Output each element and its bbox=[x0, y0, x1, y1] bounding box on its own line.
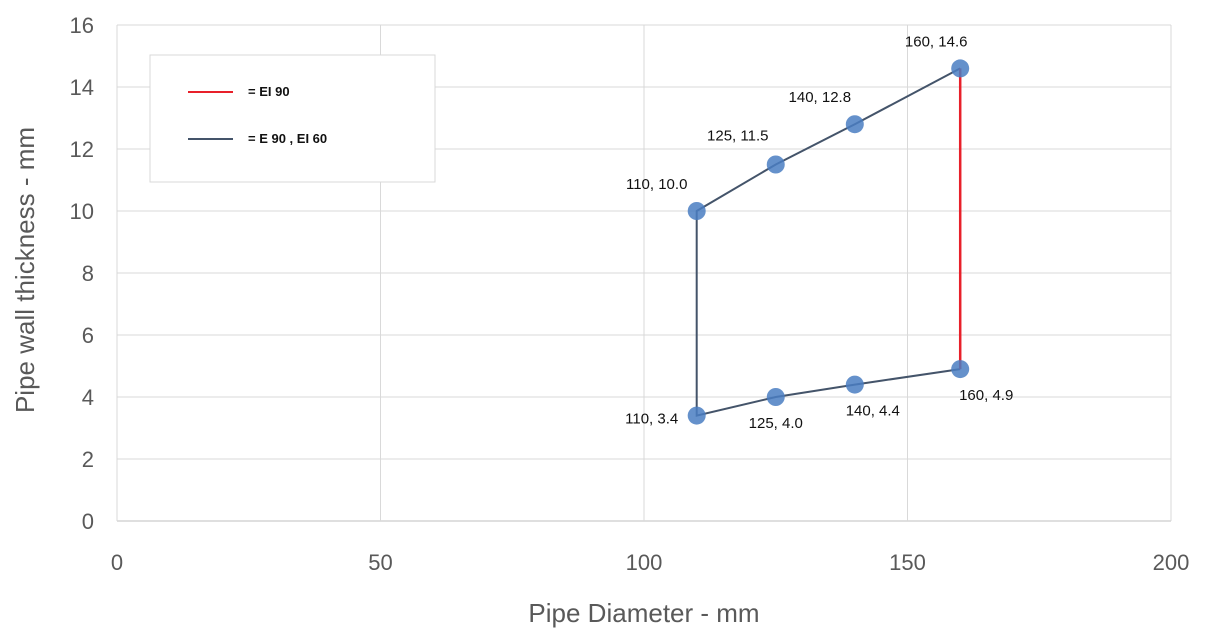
data-point bbox=[766, 388, 785, 406]
data-point bbox=[687, 202, 706, 220]
y-tick-label: 16 bbox=[70, 13, 94, 38]
y-tick-label: 6 bbox=[82, 323, 94, 348]
y-tick-label: 4 bbox=[82, 385, 94, 410]
data-label: 125, 4.0 bbox=[749, 415, 803, 432]
y-tick-label: 10 bbox=[70, 199, 94, 224]
series-lines bbox=[695, 67, 962, 417]
y-tick-label: 0 bbox=[82, 509, 94, 534]
data-point bbox=[951, 360, 970, 379]
y-tick-label: 2 bbox=[82, 447, 94, 472]
data-points bbox=[687, 59, 970, 425]
data-label: 160, 4.9 bbox=[959, 387, 1013, 404]
x-tick-label: 150 bbox=[889, 550, 926, 575]
y-tick-label: 14 bbox=[70, 75, 94, 100]
x-axis-title: Pipe Diameter - mm bbox=[528, 598, 759, 628]
data-label: 110, 10.0 bbox=[626, 176, 687, 193]
data-labels: 110, 10.0 125, 11.5 140, 12.8 160, 14.6 110,… bbox=[625, 33, 1013, 432]
data-label: 140, 12.8 bbox=[789, 89, 852, 106]
x-tick-label: 50 bbox=[368, 550, 392, 575]
x-tick-label: 100 bbox=[626, 550, 663, 575]
data-point bbox=[687, 406, 706, 425]
data-label: 160, 14.6 bbox=[905, 33, 968, 50]
legend: = EI 90 = E 90 , EI 60 bbox=[149, 54, 436, 183]
legend-label-e90-ei60: = E 90 , EI 60 bbox=[248, 131, 327, 146]
x-axis-ticks: 0 50 100 150 200 bbox=[111, 550, 1189, 575]
y-axis-title: Pipe wall thickness - mm bbox=[10, 127, 40, 413]
y-tick-label: 8 bbox=[82, 261, 94, 286]
legend-label-ei90: = EI 90 bbox=[248, 84, 290, 99]
data-point bbox=[766, 155, 785, 174]
data-point bbox=[845, 115, 864, 134]
x-tick-label: 0 bbox=[111, 550, 123, 575]
data-label: 125, 11.5 bbox=[707, 128, 768, 145]
y-tick-label: 12 bbox=[70, 137, 94, 162]
data-label: 110, 3.4 bbox=[625, 411, 678, 428]
data-label: 140, 4.4 bbox=[846, 403, 900, 420]
y-axis-ticks: 0 2 4 6 8 10 12 14 16 bbox=[70, 13, 94, 534]
legend-box bbox=[149, 54, 436, 183]
data-point bbox=[951, 59, 970, 78]
data-point bbox=[845, 375, 864, 394]
x-tick-label: 200 bbox=[1153, 550, 1190, 575]
series-line-1 bbox=[695, 67, 961, 417]
